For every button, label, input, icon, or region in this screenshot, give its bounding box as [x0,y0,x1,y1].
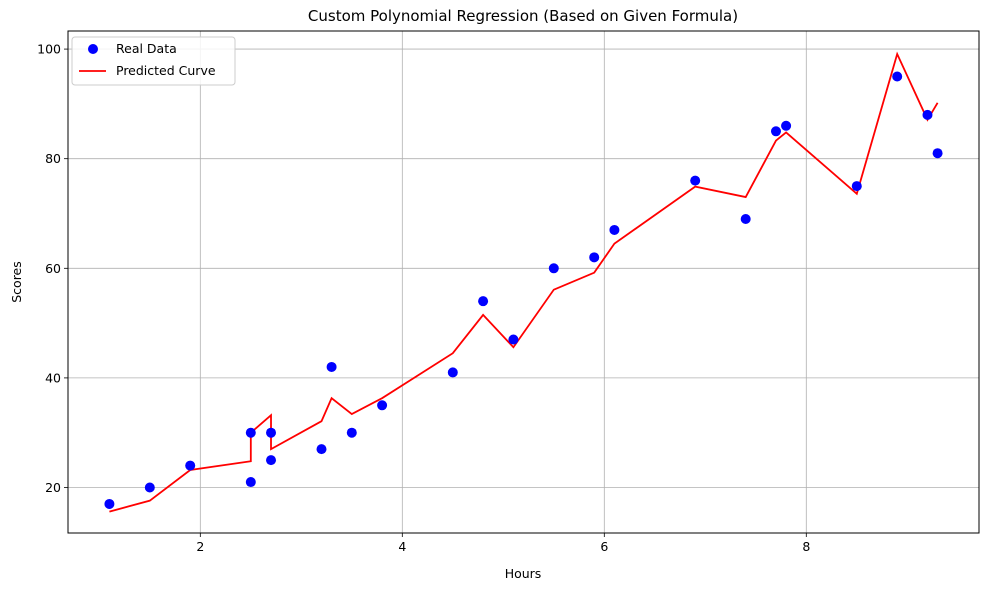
real-data-point [185,460,196,471]
real-data-point [932,148,943,159]
real-data-point [589,252,600,263]
real-data-point [690,175,701,186]
legend-predicted-curve-label: Predicted Curve [116,63,216,78]
y-tick-label: 20 [45,480,61,495]
y-axis-label: Scores [9,261,24,303]
real-data-point [892,71,903,82]
real-data-point [781,120,792,131]
y-tick-label: 40 [45,370,61,385]
real-data-layer [104,71,943,509]
y-tick-label: 80 [45,151,61,166]
x-tick-label: 4 [398,539,406,554]
real-data-point [377,400,388,411]
real-data-point [548,263,559,274]
real-data-point [104,498,115,509]
real-data-point [609,224,620,235]
chart-title: Custom Polynomial Regression (Based on G… [308,7,738,25]
y-tick-label: 100 [37,42,61,57]
real-data-point [447,367,458,378]
real-data-point [266,455,277,466]
x-tick-label: 2 [196,539,204,554]
legend-box [71,36,236,86]
real-data-point [740,213,751,224]
real-data-point [508,334,519,345]
x-tick-label: 6 [600,539,608,554]
x-axis-label: Hours [505,566,542,581]
real-data-point [266,427,277,438]
real-data-point [245,477,256,488]
real-data-point [326,361,337,372]
real-data-point [346,427,357,438]
real-data-point [316,444,327,455]
real-data-point [851,181,862,192]
real-data-point [144,482,155,493]
real-data-point [770,126,781,137]
x-tick-label: 8 [802,539,810,554]
real-data-point [478,296,489,307]
ticks: 2 4 6 8 20 40 60 80 100 [37,42,810,554]
legend-real-data-label: Real Data [116,41,177,56]
real-data-point [922,109,933,120]
y-tick-label: 60 [45,261,61,276]
plot-frame [67,30,980,534]
legend-real-data-marker [88,44,98,54]
real-data-point [245,427,256,438]
legend: Real Data Predicted Curve [71,36,236,86]
